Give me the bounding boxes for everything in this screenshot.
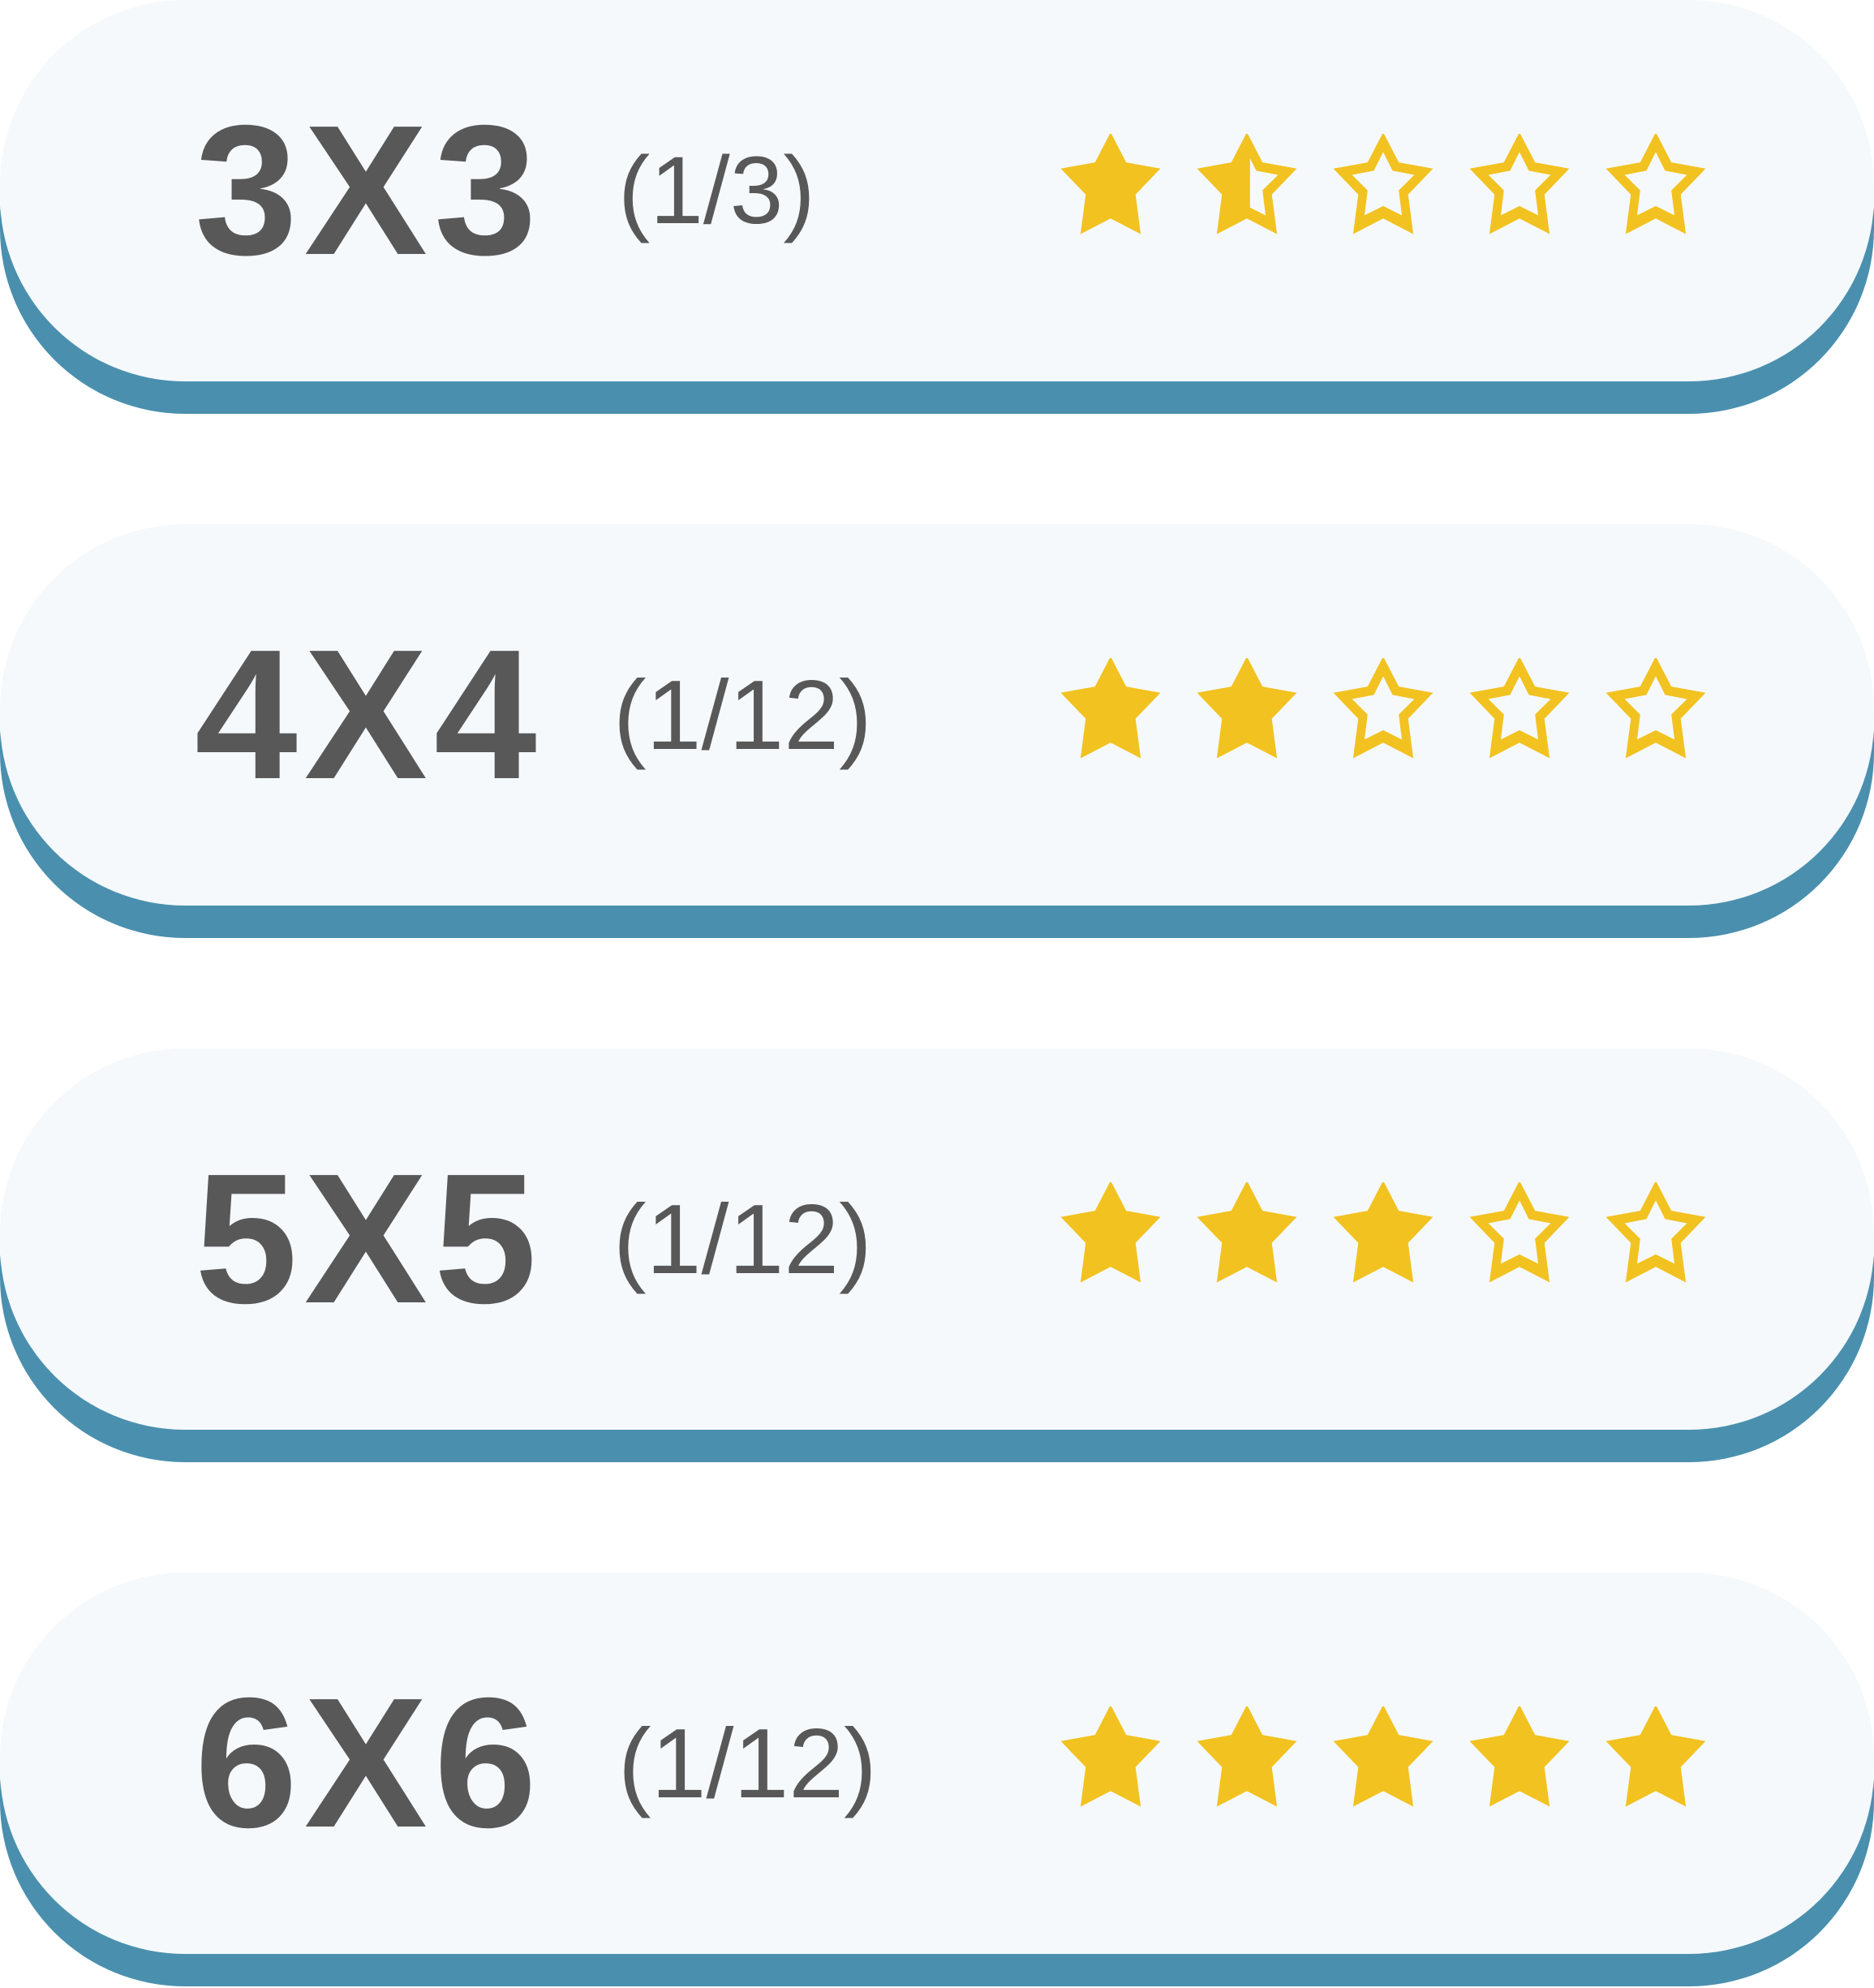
star-rating: [1057, 1706, 1709, 1809]
star-empty-icon: [1333, 658, 1433, 759]
star-filled-icon: [1333, 1706, 1433, 1807]
level-card-4x4[interactable]: 4X4 (1/12): [0, 524, 1874, 938]
progress-label: (1/3): [618, 137, 815, 244]
star-empty-icon: [1605, 658, 1706, 759]
star-empty-icon: [1333, 134, 1433, 235]
star-filled-icon: [1060, 134, 1161, 235]
level-card-5x5[interactable]: 5X5 (1/12): [0, 1048, 1874, 1462]
star-filled-icon: [1060, 658, 1161, 759]
level-card-6x6[interactable]: 6X6 (1/12): [0, 1573, 1874, 1986]
card-face: [0, 1048, 1874, 1430]
star-filled-icon: [1333, 1182, 1433, 1283]
progress-label: (1/12): [618, 1708, 877, 1818]
star-empty-icon: [1605, 1182, 1706, 1283]
star-filled-icon: [1197, 1182, 1297, 1283]
progress-label: (1/12): [613, 660, 872, 770]
star-empty-icon: [1469, 658, 1570, 759]
star-filled-icon: [1605, 1706, 1706, 1807]
star-filled-icon: [1060, 1706, 1161, 1807]
level-card-3x3[interactable]: 3X3 (1/3): [0, 0, 1874, 414]
star-filled-icon: [1469, 1706, 1570, 1807]
star-empty-icon: [1469, 134, 1570, 235]
grid-size-label: 6X6: [195, 1660, 544, 1866]
star-rating: [1057, 658, 1709, 760]
star-rating: [1057, 134, 1709, 236]
star-filled-icon: [1197, 1706, 1297, 1807]
card-face: [0, 524, 1874, 906]
grid-size-label: 3X3: [195, 88, 544, 294]
grid-size-label: 5X5: [195, 1136, 544, 1342]
star-filled-icon: [1197, 658, 1297, 759]
star-rating: [1057, 1182, 1709, 1284]
grid-size-label: 4X4: [195, 612, 544, 818]
progress-label: (1/12): [613, 1184, 872, 1294]
card-face: [0, 0, 1874, 381]
star-half-icon: [1197, 134, 1297, 235]
star-empty-icon: [1469, 1182, 1570, 1283]
star-empty-icon: [1605, 134, 1706, 235]
card-face: [0, 1573, 1874, 1954]
star-filled-icon: [1060, 1182, 1161, 1283]
